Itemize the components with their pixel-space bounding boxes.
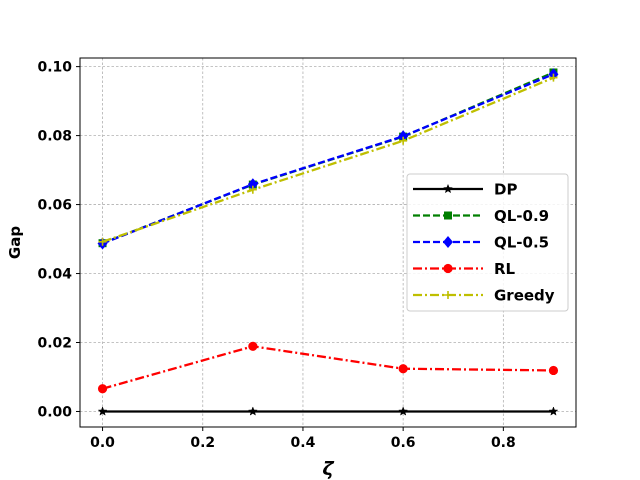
legend-label-greedy: Greedy [494,287,555,305]
data-point-ql-0-5 [247,178,258,191]
data-point-dp [97,406,108,416]
legend: DP QL-0.9 QL-0.5 RL Greedy [406,173,569,312]
data-point-dp [548,406,559,416]
y-tick-label: 0.04 [37,267,72,283]
series-dp [97,406,559,416]
data-point-rl [248,341,258,351]
legend-marker-dp [443,183,453,194]
data-point-greedy [248,185,257,194]
data-point-rl [398,364,408,374]
data-point-ql-0-5 [398,130,409,143]
data-point-rl [548,365,559,376]
legend-label-ql-0-9: QL-0.9 [494,207,549,225]
series-line-ql-0-5 [102,73,554,245]
x-tick-label: 0.8 [491,435,516,451]
y-tick-label: 0.08 [37,129,72,145]
legend-marker-ql-0-9 [444,211,452,220]
y-axis-label: Gap [6,226,24,259]
y-axis: 0.00 0.02 0.04 0.06 0.08 0.10 [37,60,80,420]
legend-marker-greedy [444,291,452,299]
legend-label-rl: RL [494,260,516,278]
series-layer [97,68,559,416]
x-axis-label: ζ [322,458,334,480]
x-tick-label: 0.4 [291,435,316,451]
data-point-dp [247,406,258,416]
data-point-dp [398,406,409,416]
series-line-greedy [102,76,554,243]
y-tick-label: 0.06 [37,198,72,214]
x-tick-label: 0.0 [90,435,115,451]
data-point-greedy [98,237,107,246]
legend-label-ql-0-5: QL-0.5 [494,234,549,252]
y-tick-label: 0.10 [37,60,72,76]
x-axis: 0.0 0.2 0.4 0.6 0.8 [90,427,516,451]
legend-marker-ql-0-5 [443,236,453,248]
data-point-greedy [549,73,558,82]
y-tick-label: 0.00 [37,404,72,420]
data-point-rl [97,384,108,394]
legend-box [406,173,569,312]
y-tick-label: 0.02 [37,336,72,352]
x-tick-label: 0.6 [391,435,416,451]
series-greedy [98,73,558,246]
x-tick-label: 0.2 [190,435,215,451]
legend-label-dp: DP [494,181,517,199]
series-rl [97,341,559,394]
data-point-greedy [399,136,408,145]
legend-marker-rl [443,263,453,274]
plot-frame [79,57,577,428]
